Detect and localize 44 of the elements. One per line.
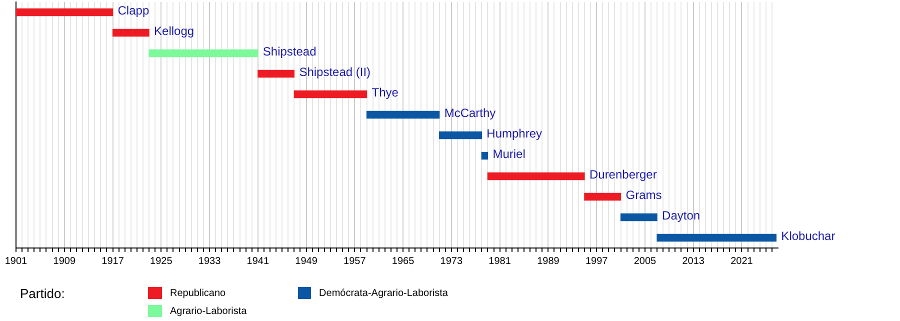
x-tick-label: 1925 [150,256,173,267]
bar [656,234,777,242]
bar [16,8,114,16]
x-tick-label: 1933 [198,256,222,267]
y-tick-label: Humphrey [486,126,542,141]
x-tick-label: 1973 [440,256,463,267]
x-tick-label: 1909 [53,256,76,267]
x-tick-label: 1957 [344,256,366,267]
bar [487,172,585,180]
x-tick-label: 1949 [295,256,318,267]
bar [294,90,368,98]
y-tick-label: Klobuchar [781,229,836,244]
bar [481,152,488,160]
legend-title: Partido: [20,285,66,303]
x-tick-label: 1997 [585,256,608,267]
y-tick-label: Muriel [492,147,526,162]
y-tick-label: Shipstead [262,44,316,59]
y-tick-label: Durenberger [589,168,657,182]
x-tick-label: 1981 [488,256,512,267]
x-tick-label: 2013 [682,256,705,267]
x-tick-label: 1901 [4,256,28,267]
y-tick-label: Thye [372,86,399,100]
x-tick-label: 1941 [246,256,270,267]
bar [258,70,295,78]
y-tick-label: McCarthy [444,106,496,120]
bar [366,110,440,119]
legend-label: Agrario-Laborista [170,306,247,316]
y-tick-label: Shipstead (II) [299,65,371,80]
bar [148,49,258,58]
x-tick-label: 1965 [392,256,415,267]
y-tick-label: Grams [626,188,662,202]
y-tick-label: Dayton [662,208,700,223]
bar [584,192,622,201]
x-tick-label: 1917 [102,256,124,267]
bar [620,213,658,222]
y-tick-label: Clapp [118,4,150,18]
legend-label: Republicano [170,288,226,298]
x-tick-label: 2005 [634,256,657,267]
bar [439,131,482,140]
x-tick-label: 2021 [730,256,754,267]
bar [112,28,150,37]
x-tick-label: 1989 [537,256,560,267]
y-tick-label: Kellogg [154,24,194,38]
legend-label: Demócrata-Agrario-Laborista [319,288,448,298]
